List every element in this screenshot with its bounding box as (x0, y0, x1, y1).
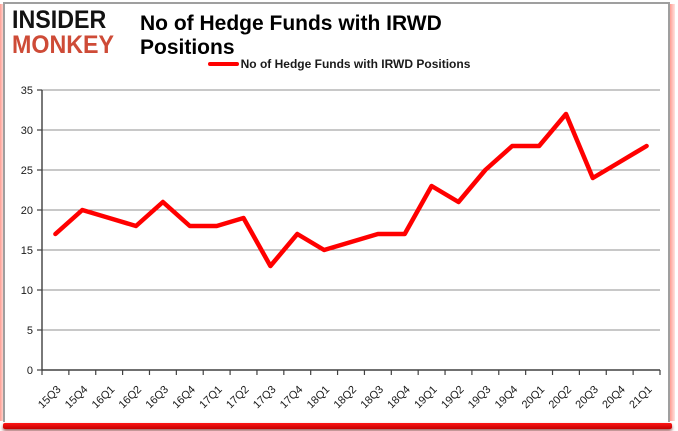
x-axis-label: 19Q3 (466, 384, 494, 412)
x-axis-label: 16Q2 (117, 384, 145, 412)
y-axis-label: 25 (21, 165, 33, 177)
x-axis-label: 16Q4 (170, 384, 198, 412)
x-axis-label: 19Q2 (439, 384, 467, 412)
left-glow-border (0, 4, 3, 421)
y-axis-label: 5 (27, 325, 33, 337)
logo-line-insider: INSIDER (12, 6, 107, 34)
x-axis-label: 17Q1 (197, 384, 225, 412)
x-axis-label: 18Q2 (332, 384, 360, 412)
y-axis-label: 15 (21, 245, 33, 257)
chart-title: No of Hedge Funds with IRWD Positions (140, 12, 442, 59)
y-axis-label: 20 (21, 205, 33, 217)
series-line (53, 111, 649, 269)
y-axis-label: 35 (21, 85, 33, 97)
y-axis-label: 10 (21, 285, 33, 297)
x-axis-label: 18Q3 (358, 384, 386, 412)
x-axis-label: 17Q2 (224, 384, 252, 412)
y-axis-label: 30 (21, 125, 33, 137)
x-axis-label: 20Q2 (547, 384, 575, 412)
x-axis-label: 17Q3 (251, 384, 279, 412)
x-axis-label: 18Q1 (305, 384, 333, 412)
legend-label: No of Hedge Funds with IRWD Positions (240, 57, 471, 71)
x-axis-label: 20Q1 (520, 384, 548, 412)
y-axis-label: 0 (27, 365, 33, 377)
x-axis-label: 16Q3 (143, 384, 171, 412)
x-axis-label: 20Q3 (573, 384, 601, 412)
x-axis-label: 16Q1 (90, 384, 118, 412)
insider-monkey-logo: INSIDER MONKEY (12, 8, 114, 58)
x-axis-label: 20Q4 (600, 384, 628, 412)
x-axis-label: 15Q4 (63, 384, 91, 412)
x-axis-label: 17Q4 (278, 384, 306, 412)
logo-line-monkey: MONKEY (12, 31, 115, 59)
bottom-red-bar (3, 423, 672, 429)
x-axis-label: 21Q1 (627, 384, 655, 412)
right-glow-border (670, 4, 675, 421)
x-axis-label: 19Q4 (493, 384, 521, 412)
x-axis-label: 15Q3 (36, 384, 64, 412)
legend: No of Hedge Funds with IRWD Positions (0, 57, 678, 71)
legend-line-swatch (207, 62, 239, 66)
x-axis-label: 19Q1 (412, 384, 440, 412)
x-axis-label: 18Q4 (385, 384, 413, 412)
